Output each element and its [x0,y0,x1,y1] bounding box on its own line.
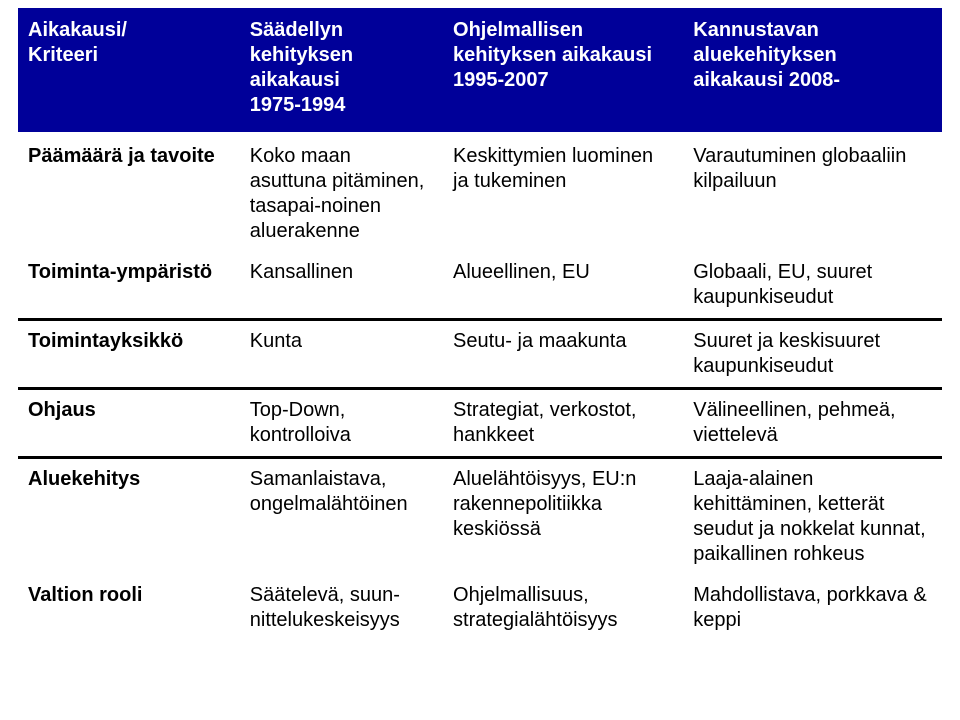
row-label: Ohjaus [18,389,240,457]
table-cell: Mahdollistava, porkkava & keppi [683,575,942,641]
table-row: Päämäärä ja tavoite Koko maan asuttuna p… [18,134,942,252]
table-cell: Globaali, EU, suuret kaupunkiseudut [683,252,942,318]
table-header-row: Aikakausi/Kriteeri Säädellyn kehityksen … [18,8,942,134]
table-cell: Strategiat, verkostot, hankkeet [443,389,683,457]
table-cell: Varautuminen globaaliin kilpailuun [683,134,942,252]
table-container: Aikakausi/Kriteeri Säädellyn kehityksen … [0,0,960,720]
header-cell-period-1: Säädellyn kehityksen aikakausi1975-1994 [240,8,443,134]
table-cell: Aluelähtöisyys, EU:n rakennepolitiikka k… [443,458,683,576]
table-cell: Ohjelmallisuus, strategialähtöisyys [443,575,683,641]
table-cell: Kunta [240,320,443,388]
table-cell: Välineellinen, pehmeä, viettelevä [683,389,942,457]
table-cell: Kansallinen [240,252,443,318]
row-label: Aluekehitys [18,458,240,576]
table-cell: Suuret ja keskisuuret kaupunkiseudut [683,320,942,388]
table-cell: Säätelevä, suun-nittelukeskeisyys [240,575,443,641]
row-label: Valtion rooli [18,575,240,641]
comparison-table: Aikakausi/Kriteeri Säädellyn kehityksen … [18,8,942,641]
table-cell: Koko maan asuttuna pitäminen, tasapai-no… [240,134,443,252]
table-cell: Samanlaistava, ongelmalähtöinen [240,458,443,576]
row-label: Toimintayksikkö [18,320,240,388]
row-label: Toiminta-ympäristö [18,252,240,318]
table-row: Toimintayksikkö Kunta Seutu- ja maakunta… [18,320,942,388]
table-cell: Top-Down, kontrolloiva [240,389,443,457]
table-cell: Alueellinen, EU [443,252,683,318]
header-cell-criteria: Aikakausi/Kriteeri [18,8,240,134]
table-cell: Laaja-alainen kehittäminen, ketterät seu… [683,458,942,576]
table-row: Aluekehitys Samanlaistava, ongelmalähtöi… [18,458,942,576]
header-cell-period-3: Kannustavan aluekehityksen aikakausi 200… [683,8,942,134]
table-row: Ohjaus Top-Down, kontrolloiva Strategiat… [18,389,942,457]
row-label: Päämäärä ja tavoite [18,134,240,252]
table-cell: Seutu- ja maakunta [443,320,683,388]
table-row: Valtion rooli Säätelevä, suun-nittelukes… [18,575,942,641]
table-cell: Keskittymien luominen ja tukeminen [443,134,683,252]
header-cell-period-2: Ohjelmallisen kehityksen aikakausi 1995-… [443,8,683,134]
table-row: Toiminta-ympäristö Kansallinen Alueellin… [18,252,942,318]
